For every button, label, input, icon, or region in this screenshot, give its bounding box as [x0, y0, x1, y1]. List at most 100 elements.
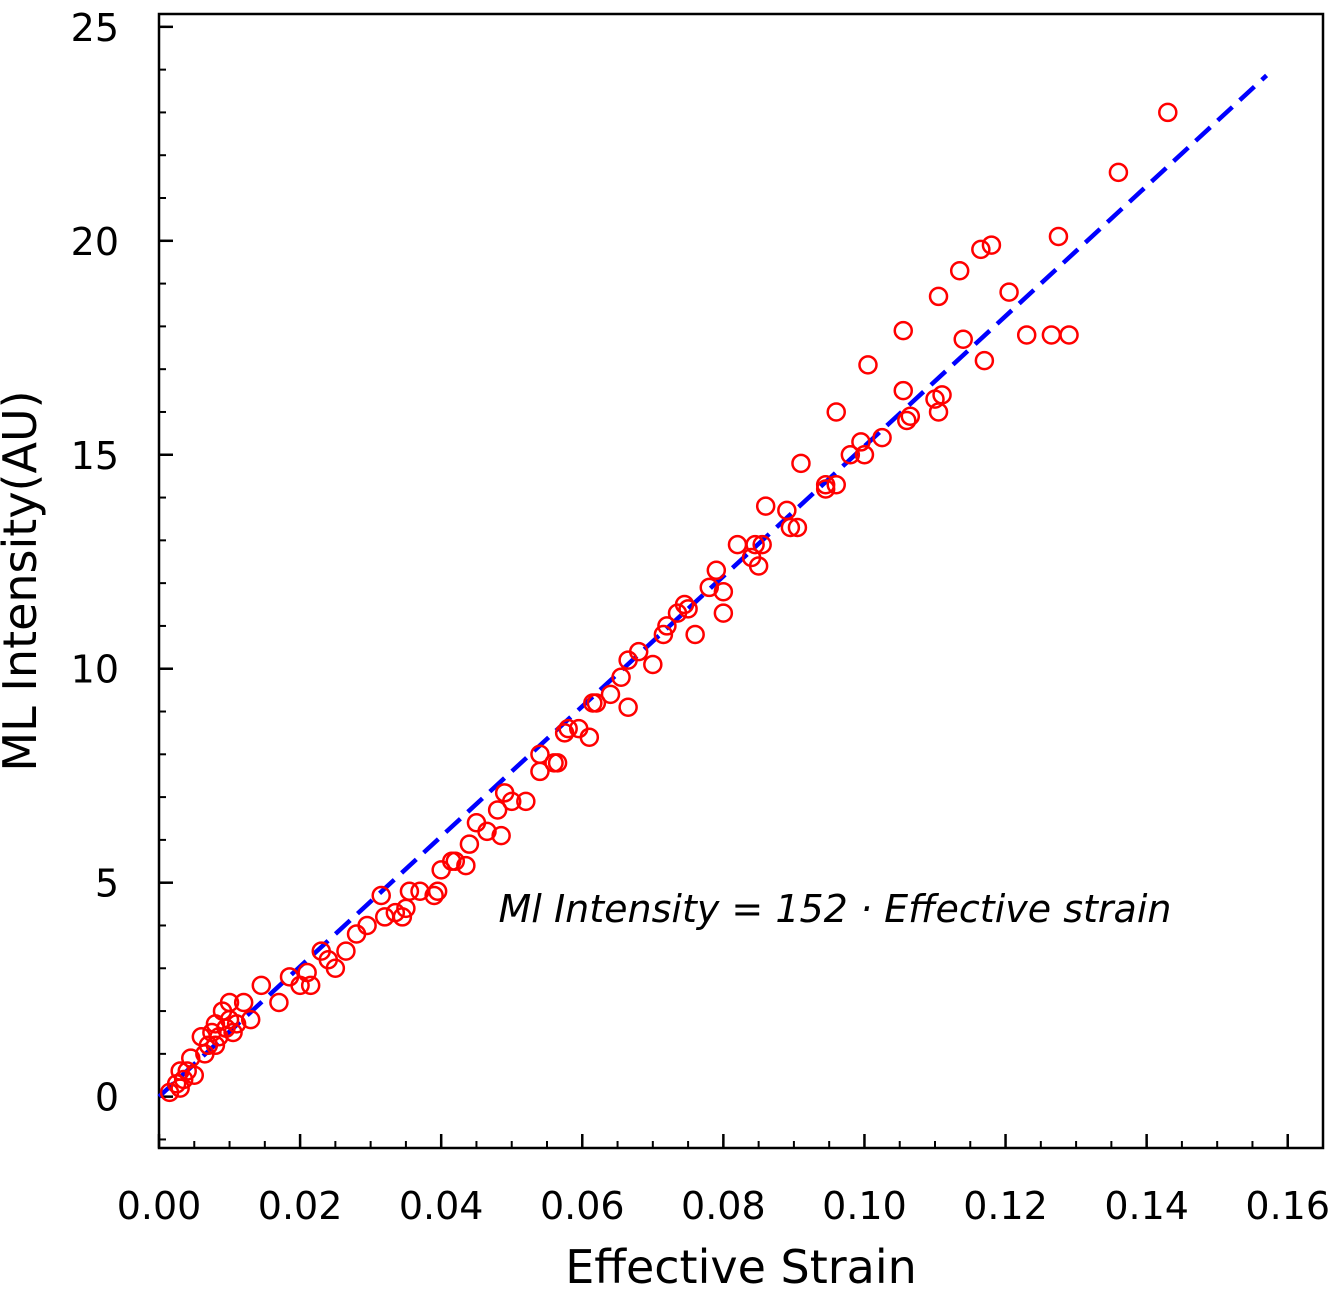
data-point: [674, 594, 695, 615]
data-point: [445, 851, 466, 872]
data-point: [170, 1061, 190, 1081]
data-point: [205, 1035, 226, 1056]
minor-ticks: [158, 25, 1324, 1148]
y-tick-label: 10: [71, 648, 119, 692]
data-point: [657, 616, 677, 636]
x-tick-labels: 0.00 0.02 0.04 0.06 0.08 0.10 0.12 0.14 0.16: [117, 1184, 1330, 1228]
data-point: [491, 825, 511, 846]
data-point: [459, 834, 480, 854]
data-point: [706, 560, 727, 581]
data-point: [618, 697, 638, 717]
y-tick-label: 5: [95, 862, 119, 906]
data-point: [371, 885, 391, 906]
x-axis-label: Effective Strain: [565, 1240, 917, 1293]
data-point: [325, 958, 346, 979]
data-point: [1158, 102, 1178, 123]
data-point: [456, 855, 476, 876]
fit-line: [157, 73, 1269, 1099]
data-point: [851, 432, 871, 452]
data-point: [826, 474, 846, 495]
data-point: [854, 445, 875, 465]
data-point: [223, 1022, 243, 1043]
x-tick-label: 0.06: [540, 1184, 625, 1228]
data-point: [900, 406, 921, 426]
data-point: [357, 915, 377, 936]
data-point: [600, 684, 621, 705]
data-point: [755, 496, 776, 516]
data-point: [173, 1069, 194, 1090]
data-point: [558, 718, 578, 739]
data-point: [971, 239, 991, 260]
data-point: [897, 410, 917, 431]
data-point: [678, 599, 698, 619]
data-point: [628, 641, 649, 662]
data-point: [981, 235, 1002, 255]
data-point: [399, 881, 420, 901]
data-point: [748, 556, 769, 576]
data-point: [554, 723, 575, 743]
data-point: [826, 402, 846, 422]
data-point: [251, 975, 272, 996]
data-point: [226, 1014, 247, 1034]
data-point: [1108, 162, 1129, 183]
fit-equation-annotation: Ml Intensity = 152 · Effective strain: [499, 887, 1172, 931]
major-ticks: [157, 25, 1289, 1148]
data-point: [374, 907, 395, 927]
data-point: [1016, 325, 1037, 345]
fit-line-layer: [157, 73, 1269, 1099]
data-point: [269, 992, 289, 1013]
data-point: [501, 791, 522, 812]
data-point: [949, 261, 970, 281]
y-axis-label: ML Intensity(AU): [0, 390, 47, 771]
data-point: [1059, 325, 1079, 345]
data-point: [752, 534, 772, 555]
data-point: [685, 624, 705, 645]
x-tick-label: 0.04: [399, 1184, 484, 1228]
data-point: [300, 975, 321, 996]
y-tick-label: 0: [95, 1076, 119, 1120]
data-point: [184, 1065, 205, 1086]
data-point: [240, 1009, 261, 1030]
x-tick-label: 0.00: [117, 1184, 202, 1228]
data-point: [727, 534, 748, 555]
x-tick-label: 0.12: [963, 1184, 1048, 1228]
y-tick-label: 15: [71, 434, 119, 478]
data-point: [780, 517, 801, 538]
data-point: [932, 385, 952, 405]
data-point: [336, 941, 356, 961]
data-point: [579, 727, 600, 747]
data-point: [974, 350, 995, 371]
data-point: [953, 329, 973, 349]
data-point: [487, 800, 508, 820]
data-point: [233, 992, 254, 1013]
data-point: [928, 286, 949, 307]
data-point: [427, 881, 448, 901]
data-point: [1048, 226, 1069, 247]
data-points: [159, 102, 1178, 1103]
x-tick-label: 0.08: [681, 1184, 766, 1228]
data-point: [787, 517, 808, 538]
data-point: [713, 581, 734, 602]
data-point: [516, 791, 536, 812]
data-point: [699, 577, 720, 598]
data-point: [611, 667, 631, 688]
data-point: [840, 445, 861, 465]
data-point: [392, 907, 413, 927]
data-point: [643, 654, 663, 675]
y-tick-label: 25: [71, 6, 119, 50]
plot-frame: [157, 12, 1325, 1150]
data-point: [745, 534, 765, 555]
data-point: [586, 693, 607, 713]
y-tick-label: 20: [71, 220, 119, 264]
plot-area: [157, 12, 1325, 1150]
data-point: [1041, 325, 1062, 345]
data-point: [713, 603, 734, 623]
data-point: [297, 962, 317, 983]
x-tick-label: 0.10: [822, 1184, 907, 1228]
data-point: [530, 744, 550, 765]
data-point: [653, 624, 674, 645]
data-point: [477, 821, 497, 842]
data-point: [424, 885, 444, 906]
data-point: [858, 355, 878, 375]
